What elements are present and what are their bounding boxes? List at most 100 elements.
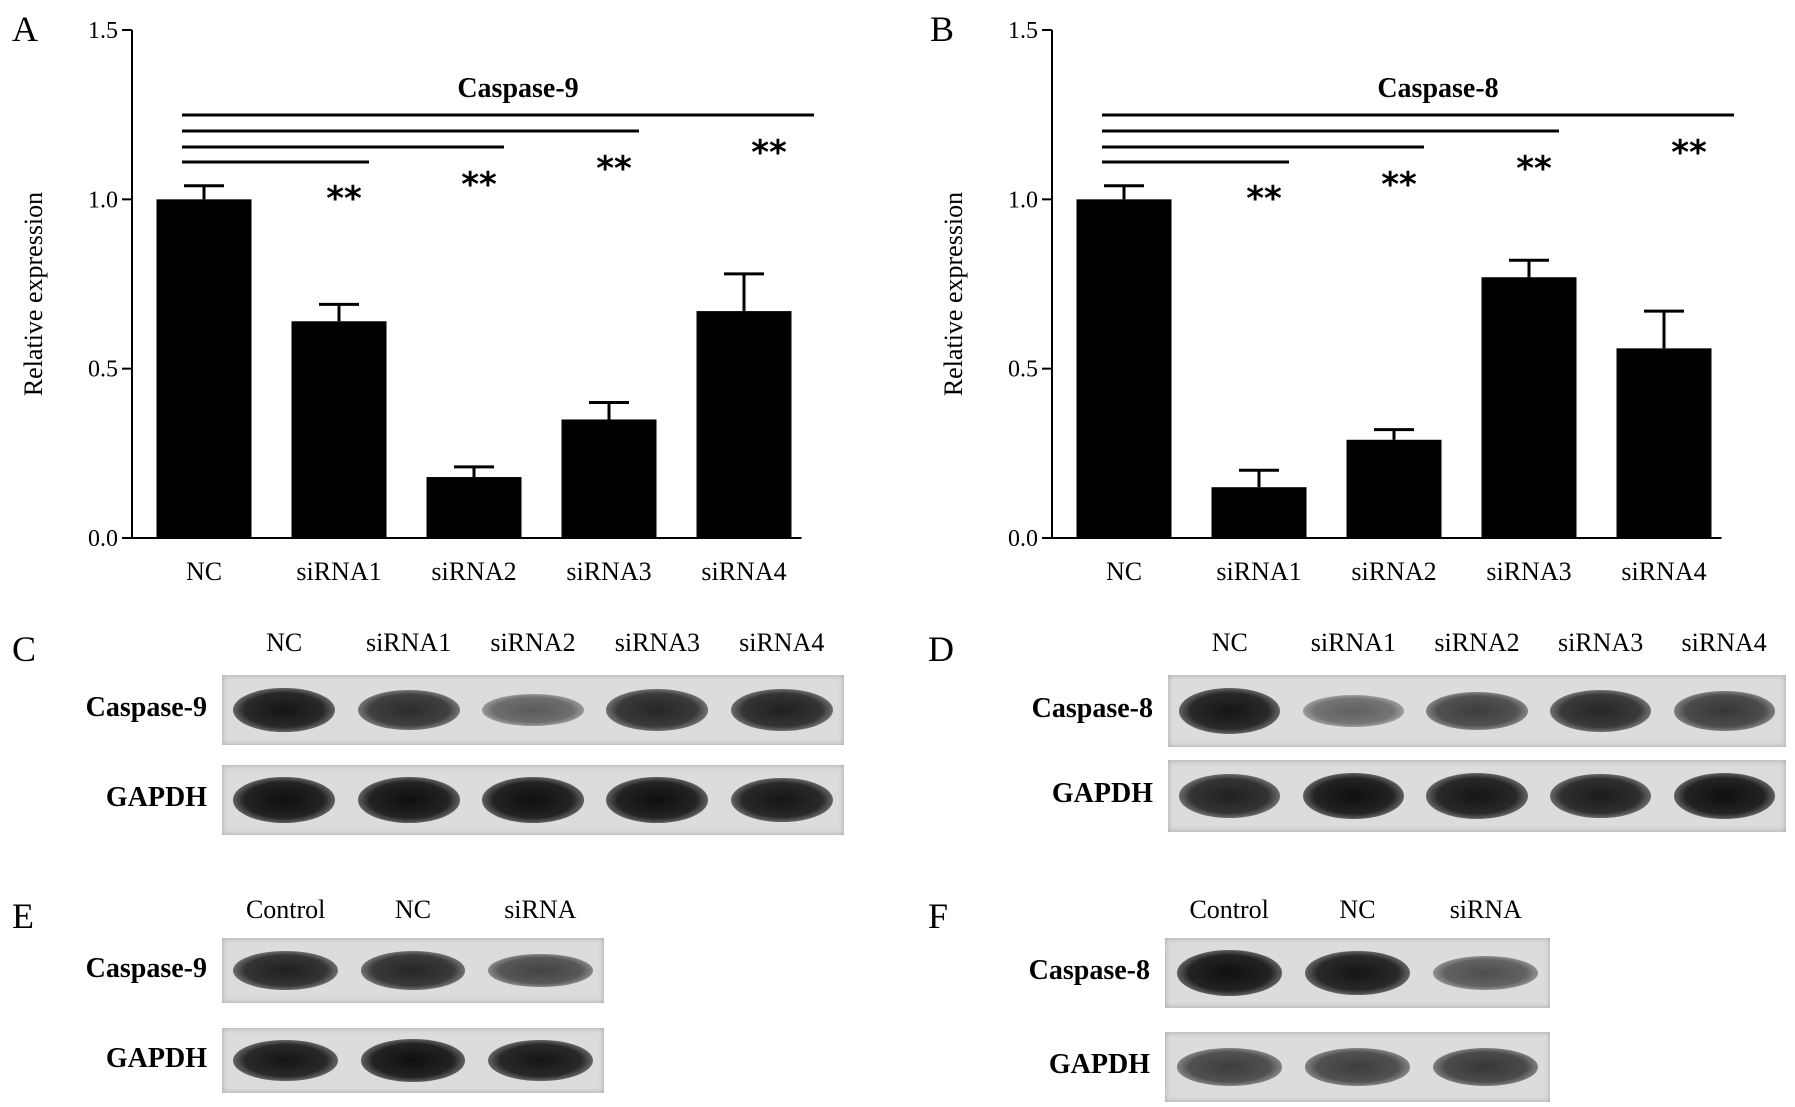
lane-label: NC xyxy=(394,895,432,924)
blot-band xyxy=(1176,950,1282,996)
bar-sirna1 xyxy=(1211,487,1307,538)
lane-labels: Control NC siRNA xyxy=(1165,895,1550,925)
blot-strip xyxy=(1165,938,1550,1008)
bar-sirna3 xyxy=(1481,277,1577,538)
lane-label: Control xyxy=(1189,895,1269,924)
blot-band xyxy=(488,1039,593,1082)
y-axis-label: Relative expression xyxy=(19,192,48,396)
blot-row-label: Caspase-9 xyxy=(85,952,207,984)
blot-row-label: Caspase-8 xyxy=(1031,693,1153,724)
panel-letter-c: C xyxy=(12,629,37,669)
bar-sirna4 xyxy=(696,311,792,538)
blot-band xyxy=(606,777,709,823)
bar-chart-caspase-8: 0.0 0.5 1.0 1.5 Relative expression Caspase-8… xyxy=(939,18,1734,586)
blot-strip xyxy=(222,938,604,1003)
y-tick-label: 1.5 xyxy=(1008,18,1038,44)
blot-band xyxy=(360,1039,466,1082)
bar-sirna3 xyxy=(561,419,657,538)
lane-label: NC xyxy=(1211,628,1248,657)
significance-stars: ** xyxy=(1246,179,1282,219)
blot-band xyxy=(1673,691,1775,731)
blot-band xyxy=(1549,689,1652,733)
lane-label: siRNA4 xyxy=(739,628,825,657)
x-tick-label: siRNA4 xyxy=(1621,557,1706,586)
lane-label: siRNA3 xyxy=(1557,628,1644,657)
lane-labels: Control NC siRNA xyxy=(222,895,604,925)
lane-label: siRNA4 xyxy=(1681,628,1767,657)
y-tick-label: 0.0 xyxy=(88,526,118,552)
bar-sirna1 xyxy=(291,321,387,538)
x-tick-label: siRNA3 xyxy=(566,557,651,586)
lane-label: siRNA2 xyxy=(490,628,576,657)
lane-labels: NC siRNA1 siRNA2 siRNA3 siRNA4 xyxy=(222,628,844,658)
panel-letter-d: D xyxy=(928,629,954,669)
panel-letter-e: E xyxy=(12,896,34,936)
significance-stars: ** xyxy=(461,165,497,205)
blot-band xyxy=(357,689,460,731)
panel-letter-f: F xyxy=(928,896,949,936)
bar-nc xyxy=(156,199,252,539)
blot-band xyxy=(1549,773,1652,819)
blot-strip xyxy=(222,1028,604,1093)
blot-row-label: GAPDH xyxy=(105,1042,207,1074)
bar-sirna2 xyxy=(1346,439,1442,538)
blot-band xyxy=(730,777,833,823)
chart-title: Caspase-8 xyxy=(1377,73,1498,104)
lane-label: siRNA xyxy=(504,895,577,924)
y-tick-label: 1.5 xyxy=(88,18,118,44)
blot-strip xyxy=(222,765,844,835)
x-tick-label: NC xyxy=(186,557,222,586)
significance-stars: ** xyxy=(596,149,632,189)
blot-band xyxy=(481,777,584,823)
blot-band xyxy=(233,777,336,823)
significance-stars: ** xyxy=(326,179,362,219)
lane-label: siRNA2 xyxy=(1434,628,1520,657)
blot-band xyxy=(730,688,833,732)
x-tick-label: siRNA4 xyxy=(701,557,786,586)
blot-band xyxy=(488,953,593,988)
bar-nc xyxy=(1076,199,1172,539)
bar-sirna2 xyxy=(426,477,522,538)
blot-strip xyxy=(1165,1032,1550,1102)
blot-band xyxy=(1426,773,1528,819)
panel-letter-b: B xyxy=(930,9,955,49)
x-tick-label: NC xyxy=(1106,557,1142,586)
blot-band xyxy=(1302,695,1405,727)
blot-band xyxy=(1433,956,1539,990)
blot-band xyxy=(1433,1047,1539,1087)
lane-label: siRNA xyxy=(1449,895,1522,924)
panel-letter-a: A xyxy=(12,9,38,49)
blot-band xyxy=(481,694,584,726)
blot-band xyxy=(1176,1048,1282,1086)
lane-label: siRNA3 xyxy=(614,628,700,657)
y-axis-label: Relative expression xyxy=(939,192,968,396)
lane-label: siRNA1 xyxy=(1310,628,1397,657)
y-tick-label: 0.5 xyxy=(88,357,118,383)
blot-row-label: Caspase-9 xyxy=(85,692,207,723)
lane-label: Control xyxy=(245,895,326,924)
bar-chart-caspase-9: 0.0 0.5 1.0 1.5 Relative expression Caspase-9… xyxy=(19,18,814,586)
blot-band xyxy=(1304,1048,1411,1086)
x-tick-label: siRNA3 xyxy=(1486,557,1571,586)
blot-band xyxy=(606,689,709,731)
x-tick-label: siRNA1 xyxy=(296,557,381,586)
y-tick-label: 0.0 xyxy=(1008,526,1038,552)
x-tick-label: siRNA2 xyxy=(431,557,516,586)
blot-band xyxy=(233,950,338,991)
blot-band xyxy=(360,951,466,990)
blot-strip xyxy=(1168,760,1786,832)
blot-band xyxy=(1179,774,1281,818)
blot-band xyxy=(1426,691,1528,731)
significance-stars: ** xyxy=(1671,133,1707,173)
y-tick-label: 0.5 xyxy=(1008,357,1038,383)
blot-band xyxy=(1302,772,1405,820)
blot-band xyxy=(1304,950,1411,996)
blot-band xyxy=(233,1039,338,1082)
blot-row-label: GAPDH xyxy=(1051,778,1153,809)
y-tick-label: 1.0 xyxy=(88,187,118,213)
blot-strip xyxy=(222,675,844,745)
lane-label: NC xyxy=(1339,895,1376,924)
chart-title: Caspase-9 xyxy=(457,73,578,104)
bar-sirna4 xyxy=(1616,348,1712,538)
y-tick-label: 1.0 xyxy=(1008,187,1038,213)
